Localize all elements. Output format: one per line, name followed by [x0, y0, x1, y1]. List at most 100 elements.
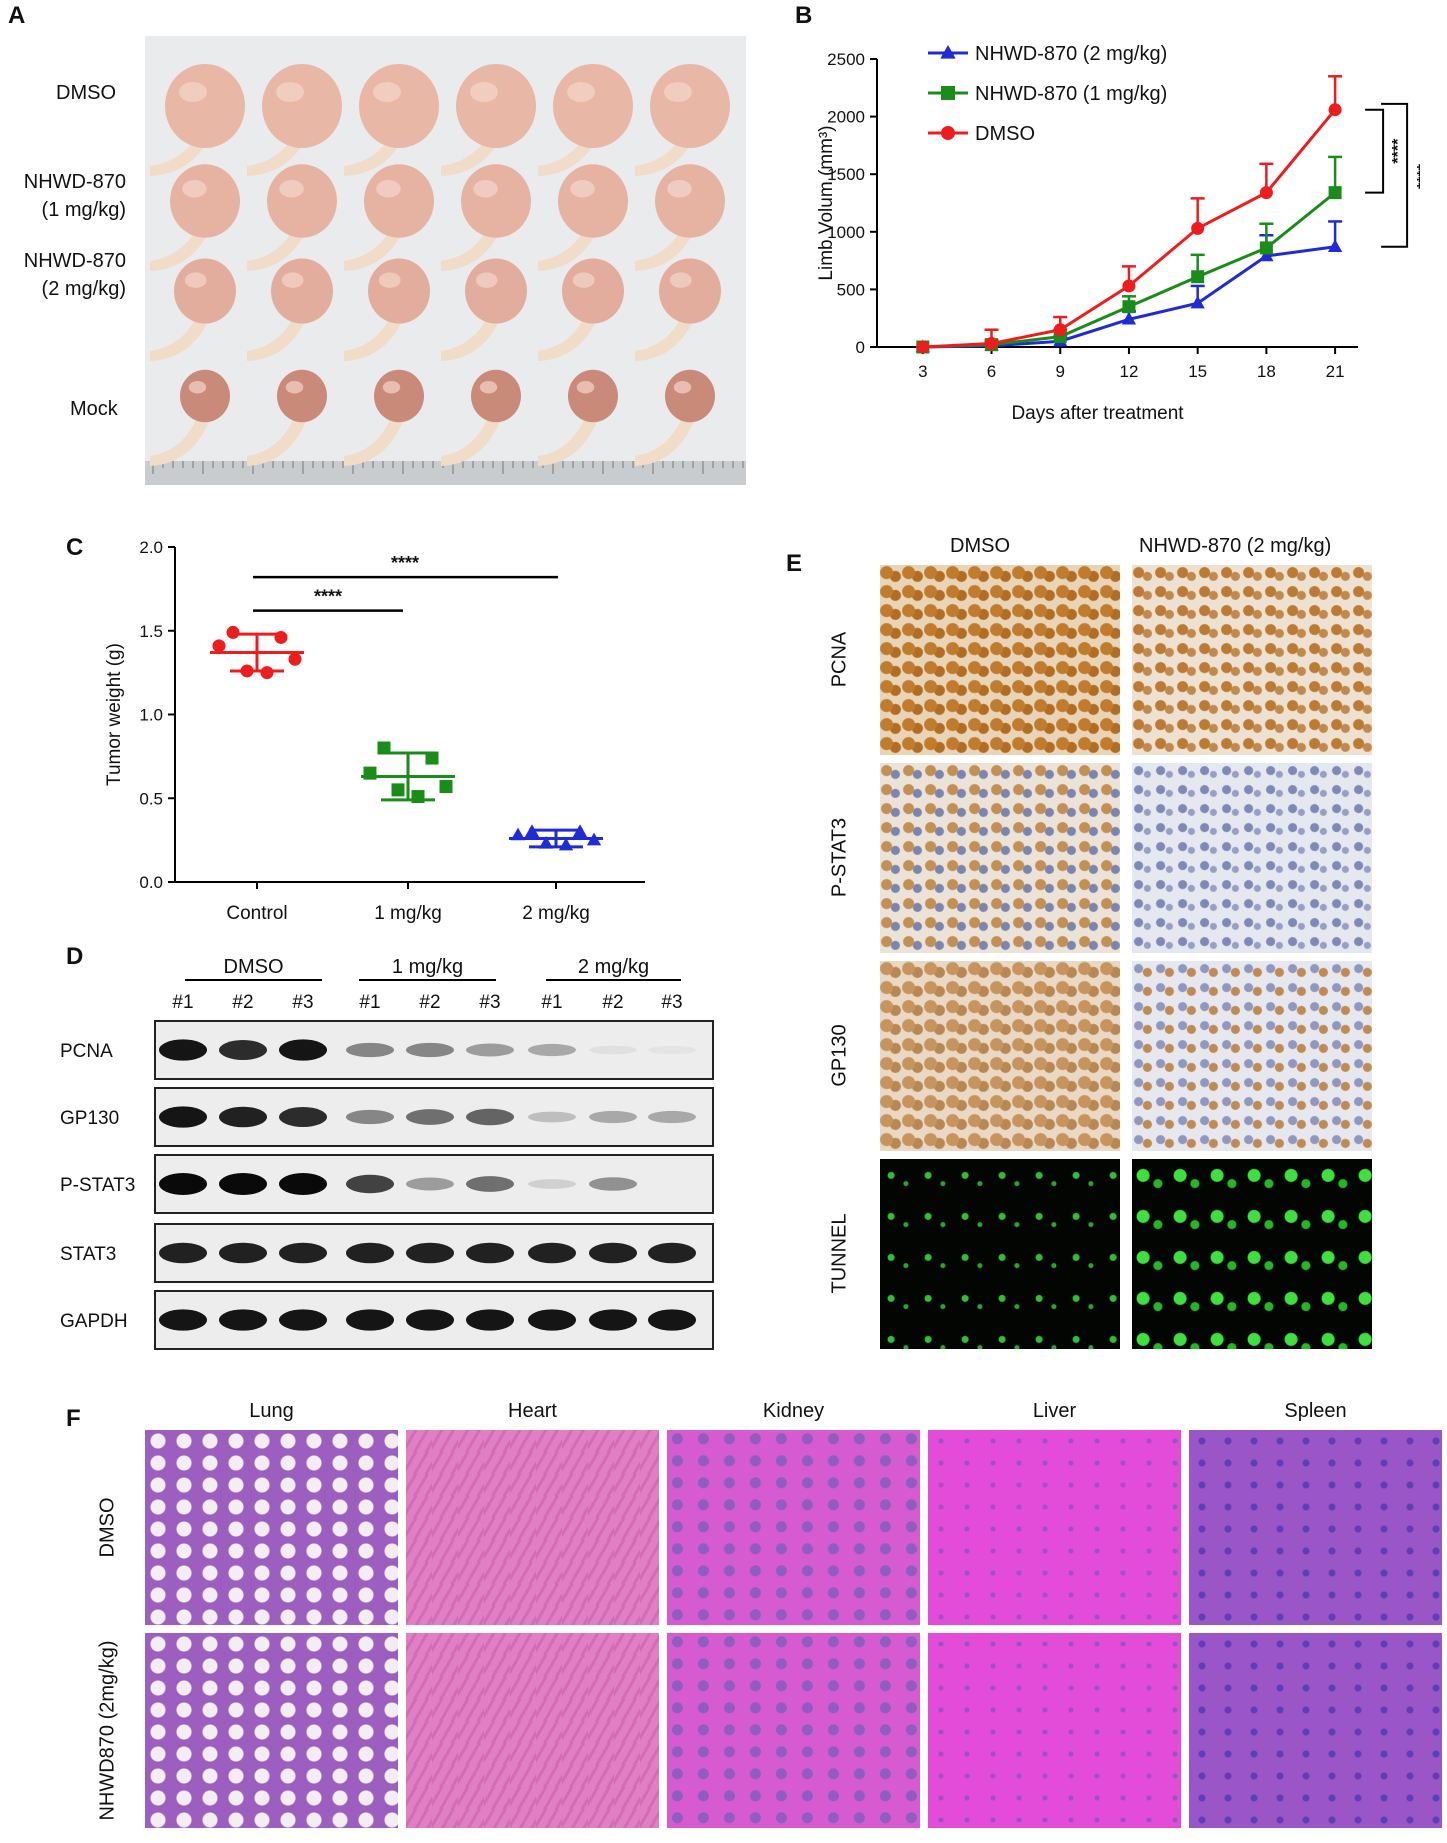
blot-band: [159, 1309, 207, 1331]
tumor: [471, 369, 521, 423]
significance-stars: ****: [314, 587, 342, 607]
tumor-highlight: [279, 180, 304, 198]
tumor-highlight: [184, 272, 207, 288]
tumor-highlight: [473, 180, 498, 198]
blot-band: [406, 1177, 454, 1191]
he-row-label: NHWD870 (2mg/kg): [96, 1639, 119, 1821]
blot-band: [279, 1173, 327, 1195]
blot-band: [279, 1107, 327, 1127]
data-point: [1191, 221, 1205, 235]
blot-band: [159, 1106, 207, 1128]
blot-band: [279, 1242, 327, 1264]
significance-stars: ****: [391, 553, 419, 573]
panel-label-c: C: [66, 534, 84, 561]
blot-band: [346, 1309, 394, 1331]
panel-a-row-label: NHWD-870 (1 mg/kg): [23, 171, 126, 221]
tumor-highlight: [382, 381, 401, 394]
significance-stars: ****: [1415, 163, 1420, 189]
data-point: [524, 824, 540, 837]
blot-band: [528, 1111, 576, 1123]
tumor-highlight: [673, 381, 692, 394]
blot-band: [406, 1042, 454, 1058]
tumor: [267, 164, 337, 238]
legend-label: NHWD-870 (1 mg/kg): [975, 83, 1167, 105]
tumor-highlight: [664, 82, 692, 102]
tumor: [568, 369, 618, 423]
blot-label: PCNA: [60, 1041, 113, 1062]
he-image-tile: [928, 1430, 1181, 1625]
ihc-image-tile: [1132, 565, 1372, 755]
panel-label-a: A: [8, 2, 26, 29]
data-point: [572, 824, 588, 837]
x-tick-label: 3: [918, 362, 927, 381]
data-point: [985, 337, 999, 351]
blot-band: [279, 1309, 327, 1331]
y-tick-label: 0: [856, 338, 865, 357]
he-column-label: Kidney: [762, 1400, 825, 1422]
he-image-tile: [406, 1633, 659, 1828]
tumor-highlight: [276, 82, 304, 102]
he-image-tile: [928, 1633, 1181, 1828]
limb-leg: [344, 411, 407, 466]
lane-label: #1: [359, 992, 380, 1013]
tumor: [174, 258, 236, 324]
data-point: [1328, 186, 1342, 200]
data-point: [288, 652, 302, 666]
tumor-weight-chart: 0.0 0.5 1.0 1.5 2.0 Control 1 mg/kg 2 mg/kg Tumo…: [104, 538, 645, 924]
data-point: [1122, 279, 1136, 293]
data-point: [377, 741, 391, 755]
ihc-image-tile: [1132, 763, 1372, 953]
blot-band: [528, 1309, 576, 1331]
blot-band: [219, 1242, 267, 1264]
y-tick-label: 1500: [827, 165, 865, 184]
y-tick-label: 2000: [827, 108, 865, 127]
blot-band: [466, 1309, 514, 1331]
limb-leg: [441, 411, 504, 466]
blot-band: [648, 1309, 696, 1331]
x-tick-label: 18: [1257, 362, 1276, 381]
he-image-tile: [145, 1633, 398, 1828]
data-point: [439, 780, 453, 794]
lane-label: #2: [232, 992, 253, 1013]
significance-bracket: [1381, 102, 1409, 248]
he-image-tile: [1189, 1430, 1442, 1625]
blot-label: GAPDH: [60, 1311, 128, 1332]
tumor: [165, 64, 245, 148]
tumor: [562, 258, 624, 324]
tumor: [655, 164, 725, 238]
blot-band: [219, 1309, 267, 1331]
limb-leg: [150, 411, 213, 466]
tumor: [553, 64, 633, 148]
he-row-label: DMSO: [96, 1497, 119, 1557]
lane-label: #2: [602, 992, 623, 1013]
legend-marker: [940, 44, 956, 59]
tumor: [558, 164, 628, 238]
tumor-highlight: [576, 381, 595, 394]
group-label: DMSO: [224, 956, 284, 978]
data-point: [538, 836, 554, 849]
tumor: [461, 164, 531, 238]
tumor: [456, 64, 536, 148]
blot-band: [466, 1043, 514, 1057]
data-point: [1259, 241, 1273, 255]
panel-a-row-label: NHWD-870 (2 mg/kg): [23, 250, 126, 300]
blot-band: [346, 1174, 394, 1194]
tumor-highlight: [572, 272, 595, 288]
blot-band: [219, 1040, 267, 1060]
data-point: [1327, 239, 1343, 252]
data-point: [260, 666, 274, 680]
ihc-column-treated: NHWD-870 (2 mg/kg): [1139, 535, 1332, 557]
blot-band: [219, 1106, 267, 1128]
panel-a-row-label: DMSO: [56, 82, 116, 104]
significance-bracket: [1365, 108, 1385, 194]
data-point: [1121, 311, 1137, 325]
panel-label-e: E: [786, 550, 803, 577]
legend-marker: [941, 86, 955, 100]
blot-band: [589, 1177, 637, 1191]
ihc-image-tile: [1132, 1159, 1372, 1349]
blot-band: [219, 1173, 267, 1195]
data-point: [1328, 103, 1342, 117]
blot-band: [159, 1039, 207, 1061]
data-point: [212, 639, 226, 653]
group-label: 1 mg/kg: [392, 956, 463, 978]
